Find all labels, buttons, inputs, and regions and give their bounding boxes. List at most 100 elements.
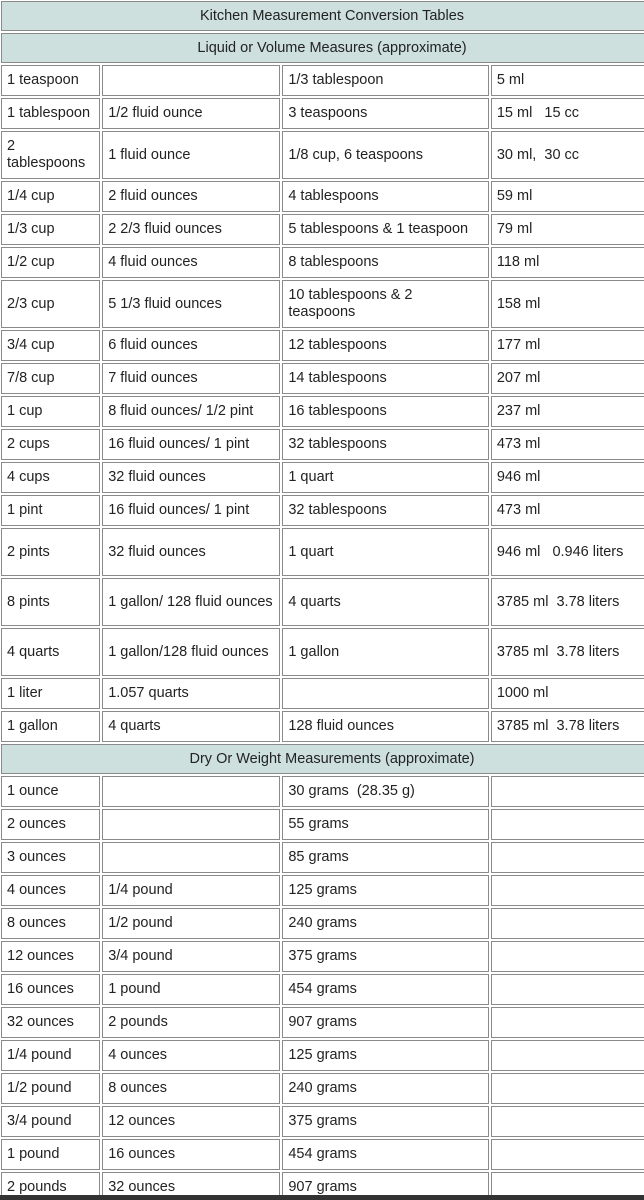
table-cell: 907 grams [282, 1172, 489, 1200]
table-cell [102, 842, 281, 873]
bottom-bar [0, 1195, 644, 1200]
table-row: 16 ounces 1 pound 454 grams [1, 974, 644, 1005]
table-cell: 473 ml [490, 429, 644, 460]
table-cell: 30 grams (28.35 g) [282, 776, 489, 807]
table-row: 1 ounce 30 grams (28.35 g) [1, 776, 644, 807]
table-cell [282, 678, 489, 709]
table-cell: 8 ounces [102, 1073, 281, 1104]
table-cell: 1/3 cup [1, 214, 101, 245]
table-cell: 3785 ml 3.78 liters [490, 711, 644, 742]
table-cell: 16 fluid ounces/ 1 pint [102, 495, 281, 526]
table-row: 1/2 cup 4 fluid ounces 8 tablespoons 118 ml [1, 247, 644, 278]
table-cell: 3/4 pound [102, 941, 281, 972]
table-cell: 1 gallon/128 fluid ounces [102, 628, 281, 676]
table-cell [490, 1007, 644, 1038]
table-cell: 8 ounces [1, 908, 101, 939]
table-cell: 454 grams [282, 1139, 489, 1170]
table-cell: 8 fluid ounces/ 1/2 pint [102, 396, 281, 427]
header-row: Dry Or Weight Measurements (approximate) [1, 744, 644, 774]
table-row: 1/4 cup 2 fluid ounces 4 tablespoons 59 ml [1, 181, 644, 212]
table-cell: 32 fluid ounces [102, 462, 281, 493]
table-cell: 1 gallon/ 128 fluid ounces [102, 578, 281, 626]
table-row: 2 pounds 32 ounces 907 grams [1, 1172, 644, 1200]
table-cell: 1/4 pound [102, 875, 281, 906]
table-row: 32 ounces 2 pounds 907 grams [1, 1007, 644, 1038]
table-cell: 2 pounds [1, 1172, 101, 1200]
table-cell: 1/4 pound [1, 1040, 101, 1071]
table-cell: 2 cups [1, 429, 101, 460]
table-cell: 3 teaspoons [282, 98, 489, 129]
table-cell: 4 tablespoons [282, 181, 489, 212]
table-cell [102, 65, 281, 96]
table-cell: 4 quarts [102, 711, 281, 742]
table-cell [490, 1172, 644, 1200]
table-cell: 32 fluid ounces [102, 528, 281, 576]
table-cell: 1/2 fluid ounce [102, 98, 281, 129]
table-cell: 4 fluid ounces [102, 247, 281, 278]
table-cell: 1 pound [1, 1139, 101, 1170]
table-cell: 5 1/3 fluid ounces [102, 280, 281, 328]
table-cell [490, 809, 644, 840]
table-cell [490, 1139, 644, 1170]
table-cell: 3 ounces [1, 842, 101, 873]
table-cell: 240 grams [282, 908, 489, 939]
table-row: 4 ounces 1/4 pound 125 grams [1, 875, 644, 906]
table-cell [102, 809, 281, 840]
table-cell: 1/2 cup [1, 247, 101, 278]
table-cell: 8 pints [1, 578, 101, 626]
table-cell: 7 fluid ounces [102, 363, 281, 394]
table-title: Kitchen Measurement Conversion Tables [1, 1, 644, 31]
table-cell: 1 pound [102, 974, 281, 1005]
table-cell: 55 grams [282, 809, 489, 840]
table-row: 8 ounces 1/2 pound 240 grams [1, 908, 644, 939]
table-cell: 1 ounce [1, 776, 101, 807]
table-cell: 4 cups [1, 462, 101, 493]
section-title: Liquid or Volume Measures (approximate) [1, 33, 644, 63]
table-cell: 7/8 cup [1, 363, 101, 394]
table-cell: 15 ml 15 cc [490, 98, 644, 129]
table-cell: 32 tablespoons [282, 429, 489, 460]
table-cell [490, 1040, 644, 1071]
table-cell: 30 ml, 30 cc [490, 131, 644, 179]
table-cell: 16 ounces [1, 974, 101, 1005]
table-cell: 946 ml 0.946 liters [490, 528, 644, 576]
table-cell: 5 ml [490, 65, 644, 96]
table-cell: 12 ounces [1, 941, 101, 972]
table-cell: 2 ounces [1, 809, 101, 840]
table-cell: 118 ml [490, 247, 644, 278]
table-cell: 237 ml [490, 396, 644, 427]
table-cell: 4 quarts [1, 628, 101, 676]
table-cell: 16 fluid ounces/ 1 pint [102, 429, 281, 460]
table-cell [490, 776, 644, 807]
table-cell: 6 fluid ounces [102, 330, 281, 361]
table-row: 1 pound 16 ounces 454 grams [1, 1139, 644, 1170]
table-row: 1/2 pound 8 ounces 240 grams [1, 1073, 644, 1104]
table-cell: 2 fluid ounces [102, 181, 281, 212]
table-cell: 1.057 quarts [102, 678, 281, 709]
table-row: 1 liter 1.057 quarts 1000 ml [1, 678, 644, 709]
table-cell: 16 ounces [102, 1139, 281, 1170]
table-row: 2 tablespoons 1 fluid ounce 1/8 cup, 6 tea… [1, 131, 644, 179]
table-row: 3 ounces 85 grams [1, 842, 644, 873]
table-cell: 32 tablespoons [282, 495, 489, 526]
table-cell: 3/4 pound [1, 1106, 101, 1137]
table-cell: 177 ml [490, 330, 644, 361]
table-cell: 1 tablespoon [1, 98, 101, 129]
table-cell: 12 tablespoons [282, 330, 489, 361]
table-row: 1 gallon 4 quarts 128 fluid ounces 3785 ml … [1, 711, 644, 742]
table-row: 8 pints 1 gallon/ 128 fluid ounces 4 quart… [1, 578, 644, 626]
table-cell: 2 2/3 fluid ounces [102, 214, 281, 245]
table-cell: 240 grams [282, 1073, 489, 1104]
table-row: 4 quarts 1 gallon/128 fluid ounces 1 gallo… [1, 628, 644, 676]
header-row: Liquid or Volume Measures (approximate) [1, 33, 644, 63]
table-cell: 1 cup [1, 396, 101, 427]
table-cell [490, 875, 644, 906]
table-cell: 158 ml [490, 280, 644, 328]
table-cell: 32 ounces [1, 1007, 101, 1038]
table-cell [490, 941, 644, 972]
table-cell: 12 ounces [102, 1106, 281, 1137]
table-cell [490, 1073, 644, 1104]
table-cell: 85 grams [282, 842, 489, 873]
table-row: 7/8 cup 7 fluid ounces 14 tablespoons 207 m… [1, 363, 644, 394]
table-cell: 4 ounces [102, 1040, 281, 1071]
